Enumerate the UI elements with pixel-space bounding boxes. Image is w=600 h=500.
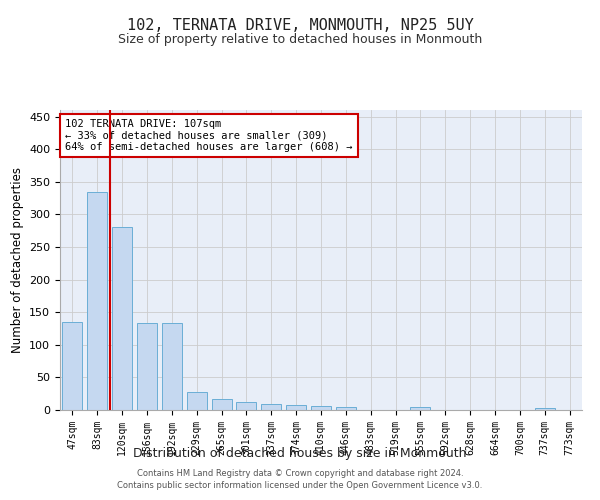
Bar	[62, 322, 82, 410]
Text: Size of property relative to detached houses in Monmouth: Size of property relative to detached ho…	[118, 32, 482, 46]
Bar	[88, 192, 107, 410]
Bar	[262, 404, 281, 410]
Text: 102 TERNATA DRIVE: 107sqm
← 33% of detached houses are smaller (309)
64% of semi: 102 TERNATA DRIVE: 107sqm ← 33% of detac…	[65, 119, 353, 152]
Y-axis label: Number of detached properties: Number of detached properties	[11, 167, 23, 353]
Bar	[336, 408, 356, 410]
Text: Contains HM Land Registry data © Crown copyright and database right 2024.
Contai: Contains HM Land Registry data © Crown c…	[118, 468, 482, 490]
Bar	[311, 406, 331, 410]
Bar	[410, 408, 430, 410]
Text: Distribution of detached houses by size in Monmouth: Distribution of detached houses by size …	[133, 448, 467, 460]
Bar	[112, 228, 132, 410]
Bar	[212, 399, 232, 410]
Bar	[162, 324, 182, 410]
Bar	[286, 406, 306, 410]
Bar	[137, 324, 157, 410]
Bar	[236, 402, 256, 410]
Text: 102, TERNATA DRIVE, MONMOUTH, NP25 5UY: 102, TERNATA DRIVE, MONMOUTH, NP25 5UY	[127, 18, 473, 32]
Bar	[535, 408, 554, 410]
Bar	[187, 392, 206, 410]
